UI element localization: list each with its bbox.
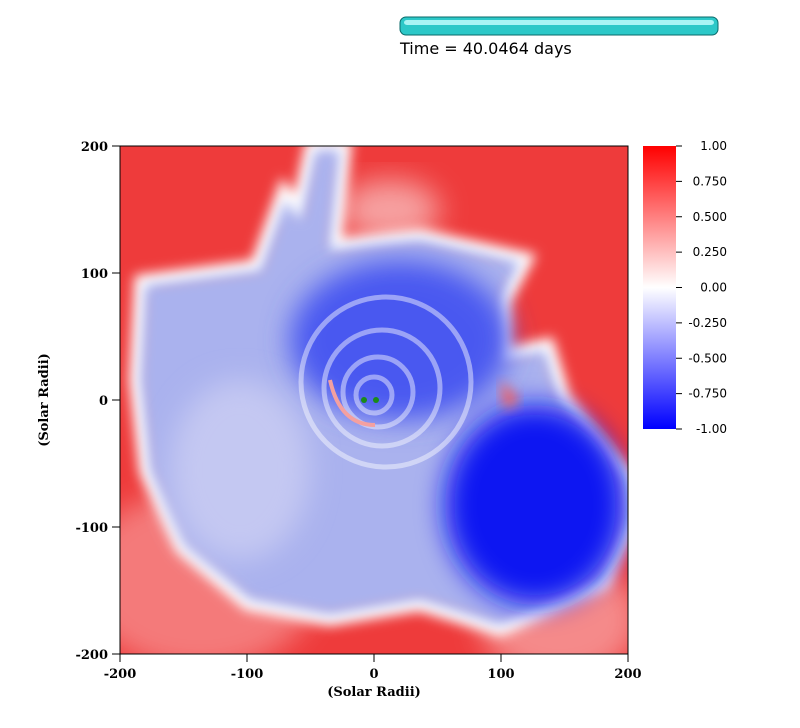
x-tick-label: 200: [614, 667, 641, 682]
colorbar-tick-label: 0.500: [693, 210, 727, 224]
x-tick-label: -100: [231, 667, 264, 682]
y-tick-label: 0: [99, 394, 108, 409]
y-tick-label: -100: [75, 521, 108, 536]
colorbar-tick-label: -0.750: [688, 387, 727, 401]
time-bar: [399, 16, 719, 36]
y-axis-label: (Solar Radii): [37, 353, 52, 447]
colorbar-tick-label: 0.00: [700, 281, 727, 295]
x-tick-label: 100: [487, 667, 514, 682]
colorbar-tick-label: 0.250: [693, 245, 727, 259]
time-bar-shine: [404, 20, 714, 25]
x-tick-label: 0: [369, 667, 378, 682]
time-label: Time = 40.0464 days: [399, 39, 572, 58]
y-tick-label: 100: [81, 267, 108, 282]
field: [120, 146, 628, 654]
x-axis-label: (Solar Radii): [327, 685, 421, 700]
y-tick-label: -200: [75, 648, 108, 663]
colorbar: [643, 146, 676, 429]
colorbar-tick-label: 1.00: [700, 139, 727, 153]
colorbar-tick-label: -1.00: [696, 422, 727, 436]
colorbar-tick-label: 0.750: [693, 174, 727, 188]
colorbar-tick-label: -0.500: [688, 351, 727, 365]
colorbar-tick-label: -0.250: [688, 316, 727, 330]
y-tick-label: 200: [81, 140, 108, 155]
x-tick-label: -200: [104, 667, 137, 682]
